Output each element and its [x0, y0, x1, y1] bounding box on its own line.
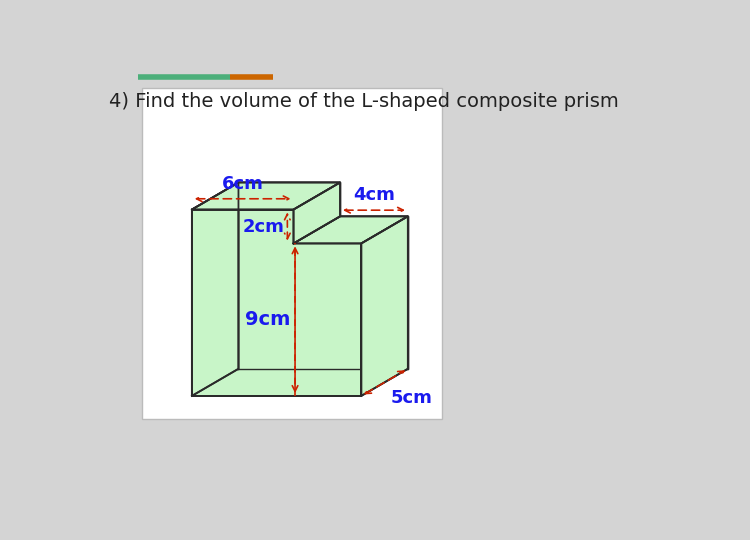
Text: 4cm: 4cm: [353, 186, 395, 204]
Polygon shape: [192, 183, 238, 396]
Polygon shape: [192, 210, 362, 396]
Polygon shape: [293, 183, 340, 244]
Text: 4) Find the volume of the L-shaped composite prism: 4) Find the volume of the L-shaped compo…: [110, 92, 620, 111]
Polygon shape: [293, 217, 408, 244]
Polygon shape: [192, 183, 340, 210]
Text: 5cm: 5cm: [391, 388, 433, 407]
Text: 9cm: 9cm: [245, 310, 291, 329]
Polygon shape: [238, 183, 408, 369]
Text: 2cm: 2cm: [242, 218, 284, 235]
FancyBboxPatch shape: [142, 88, 442, 419]
Polygon shape: [362, 217, 408, 396]
Text: 6cm: 6cm: [222, 174, 264, 193]
